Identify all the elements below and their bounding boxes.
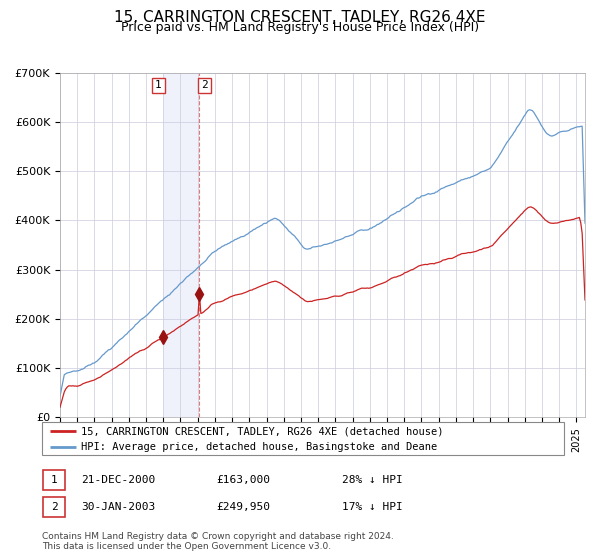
FancyBboxPatch shape — [42, 422, 564, 455]
Text: 21-DEC-2000: 21-DEC-2000 — [81, 475, 155, 485]
Text: 15, CARRINGTON CRESCENT, TADLEY, RG26 4XE (detached house): 15, CARRINGTON CRESCENT, TADLEY, RG26 4X… — [81, 426, 443, 436]
Text: 28% ↓ HPI: 28% ↓ HPI — [342, 475, 403, 485]
Text: 15, CARRINGTON CRESCENT, TADLEY, RG26 4XE: 15, CARRINGTON CRESCENT, TADLEY, RG26 4X… — [114, 10, 486, 25]
Bar — [163, 73, 199, 417]
Text: Price paid vs. HM Land Registry's House Price Index (HPI): Price paid vs. HM Land Registry's House … — [121, 21, 479, 34]
Text: 1: 1 — [155, 81, 162, 90]
Text: 30-JAN-2003: 30-JAN-2003 — [81, 502, 155, 512]
Text: £163,000: £163,000 — [216, 475, 270, 485]
Text: HPI: Average price, detached house, Basingstoke and Deane: HPI: Average price, detached house, Basi… — [81, 442, 437, 451]
Text: 1: 1 — [50, 475, 58, 485]
Text: 17% ↓ HPI: 17% ↓ HPI — [342, 502, 403, 512]
Text: 2: 2 — [201, 81, 208, 90]
Text: Contains HM Land Registry data © Crown copyright and database right 2024.: Contains HM Land Registry data © Crown c… — [42, 532, 394, 541]
FancyBboxPatch shape — [43, 497, 65, 517]
Text: This data is licensed under the Open Government Licence v3.0.: This data is licensed under the Open Gov… — [42, 542, 331, 551]
FancyBboxPatch shape — [43, 470, 65, 490]
Text: £249,950: £249,950 — [216, 502, 270, 512]
Text: 2: 2 — [50, 502, 58, 512]
